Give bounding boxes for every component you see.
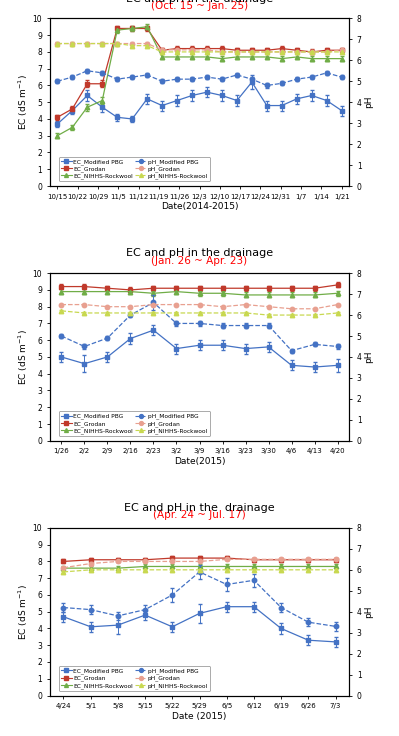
Text: (Oct. 15 ~ Jan. 25): (Oct. 15 ~ Jan. 25) [151, 1, 248, 11]
Legend: EC_Modified PBG, EC_Grodan, EC_NIHHS-Rockwool, pH_Modified PBG, pH_Grodan, pH_NI: EC_Modified PBG, EC_Grodan, EC_NIHHS-Roc… [59, 157, 210, 181]
Y-axis label: pH: pH [364, 351, 373, 363]
X-axis label: Date(2014-2015): Date(2014-2015) [161, 202, 238, 211]
Y-axis label: EC (dS m$^{-1}$): EC (dS m$^{-1}$) [16, 584, 30, 640]
Y-axis label: pH: pH [364, 606, 373, 618]
Y-axis label: EC (dS m$^{-1}$): EC (dS m$^{-1}$) [16, 329, 30, 385]
X-axis label: Date (2015): Date (2015) [172, 712, 227, 721]
Title: EC and pH in the drainage: EC and pH in the drainage [126, 249, 273, 258]
Legend: EC_Modified PBG, EC_Grodan, EC_NIHHS-Rockwool, pH_Modified PBG, pH_Grodan, pH_NI: EC_Modified PBG, EC_Grodan, EC_NIHHS-Roc… [59, 411, 210, 436]
Title: EC and pH in the  drainage: EC and pH in the drainage [124, 503, 275, 513]
Legend: EC_Modified PBG, EC_Grodan, EC_NIHHS-Rockwool, pH_Modified PBG, pH_Grodan, pH_NI: EC_Modified PBG, EC_Grodan, EC_NIHHS-Roc… [59, 666, 210, 691]
Y-axis label: pH: pH [364, 96, 373, 108]
Text: (Jan. 26 ~ Apr. 23): (Jan. 26 ~ Apr. 23) [152, 255, 247, 266]
Title: EC and pH in the drainage: EC and pH in the drainage [126, 0, 273, 4]
Y-axis label: EC (dS m$^{-1}$): EC (dS m$^{-1}$) [16, 74, 30, 130]
Text: (Apr. 24 ~ Jul. 17): (Apr. 24 ~ Jul. 17) [153, 510, 246, 520]
X-axis label: Date(2015): Date(2015) [174, 457, 225, 466]
